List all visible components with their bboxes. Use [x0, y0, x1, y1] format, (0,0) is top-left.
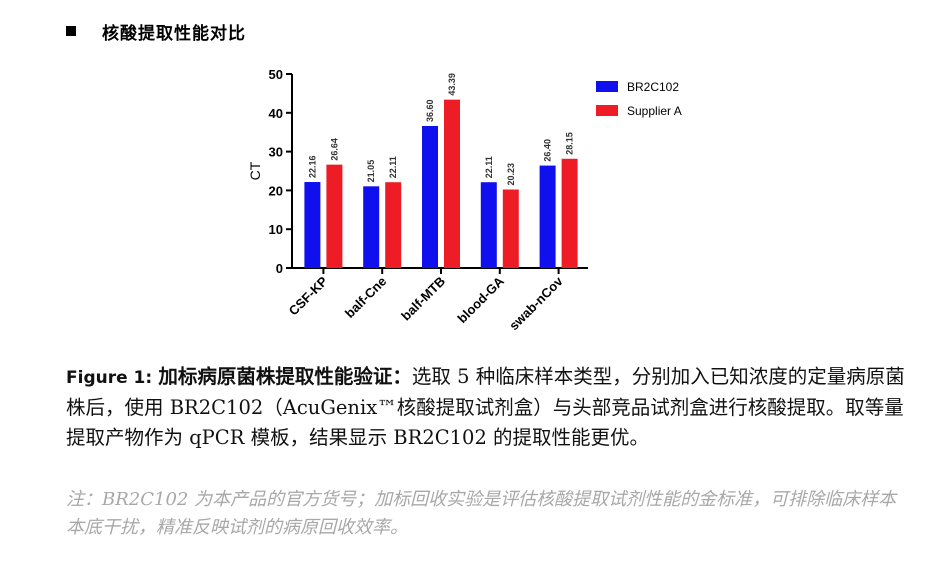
legend-label: Supplier A [627, 104, 682, 118]
bar-br2c102 [304, 182, 321, 268]
legend-swatch [596, 81, 618, 92]
bar-value-label: 28.15 [565, 132, 575, 155]
x-tick-label: blood-GA [454, 273, 507, 326]
figure-title: 加标病原菌株提取性能验证： [158, 365, 412, 388]
section-heading: 核酸提取性能对比 [66, 18, 246, 44]
footnote: 注：BR2C102 为本产品的官方货号；加标回收实验是评估核酸提取试剂性能的金标… [66, 489, 897, 538]
y-tick-label: 40 [269, 106, 283, 121]
bar-supplier-a [444, 99, 460, 269]
y-tick-label: 20 [269, 183, 283, 198]
bar-value-label: 20.23 [506, 163, 516, 186]
bar-supplier-a [561, 158, 578, 268]
y-tick-label: 0 [276, 261, 283, 276]
bar-value-label: 43.39 [447, 73, 457, 96]
chart-legend: BR2C102 Supplier A [596, 80, 682, 118]
bar-br2c102 [539, 165, 556, 268]
y-tick-label: 30 [269, 145, 283, 160]
bar-value-label: 26.64 [329, 138, 339, 161]
bar-br2c102 [422, 125, 438, 268]
y-tick-label: 10 [269, 222, 283, 237]
y-tick-label: 50 [269, 67, 283, 82]
bar-supplier-a [385, 182, 402, 268]
bar-supplier-a [326, 164, 343, 268]
square-bullet-icon [66, 26, 76, 36]
bar-value-label: 22.11 [484, 156, 494, 178]
x-axis: CSF-KP balf-Cne balf-MTB blood-GA swab-nCov [286, 267, 588, 333]
x-tick-label: balf-MTB [398, 274, 448, 324]
data-labels: 22.16 26.64 21.05 22.11 36.60 43.39 22.11 20.23… [307, 73, 574, 185]
bar-value-label: 22.16 [307, 155, 317, 178]
bar-value-label: 21.05 [366, 160, 376, 183]
legend-swatch [596, 105, 618, 116]
legend-label: BR2C102 [627, 80, 679, 94]
y-axis: 0 10 20 30 40 50 CT [247, 67, 293, 276]
x-tick-label: CSF-KP [286, 273, 331, 318]
ct-comparison-bar-chart: 0 10 20 30 40 50 CT CSF-KP balf-Cne balf-MTB bloo… [247, 67, 682, 333]
bar-value-label: 26.40 [543, 139, 553, 162]
figure-description: 选取 5 种临床样本类型，分别加入已知浓度的定量病原菌株后，使用 BR2C102… [66, 365, 905, 449]
bar-series [304, 99, 578, 269]
bar-value-label: 22.11 [388, 156, 398, 178]
figure-caption: Figure 1: 加标病原菌株提取性能验证：选取 5 种临床样本类型，分别加入… [66, 362, 906, 453]
bar-value-label: 36.60 [425, 99, 435, 122]
x-tick-label: balf-Cne [342, 274, 389, 321]
x-tick-label: swab-nCov [506, 273, 566, 333]
bar-supplier-a [502, 189, 519, 268]
section-title: 核酸提取性能对比 [102, 23, 246, 44]
y-axis-label: CT [247, 161, 263, 180]
figure-label: Figure 1: [66, 368, 153, 388]
bar-br2c102 [480, 182, 497, 268]
bar-br2c102 [363, 186, 380, 268]
